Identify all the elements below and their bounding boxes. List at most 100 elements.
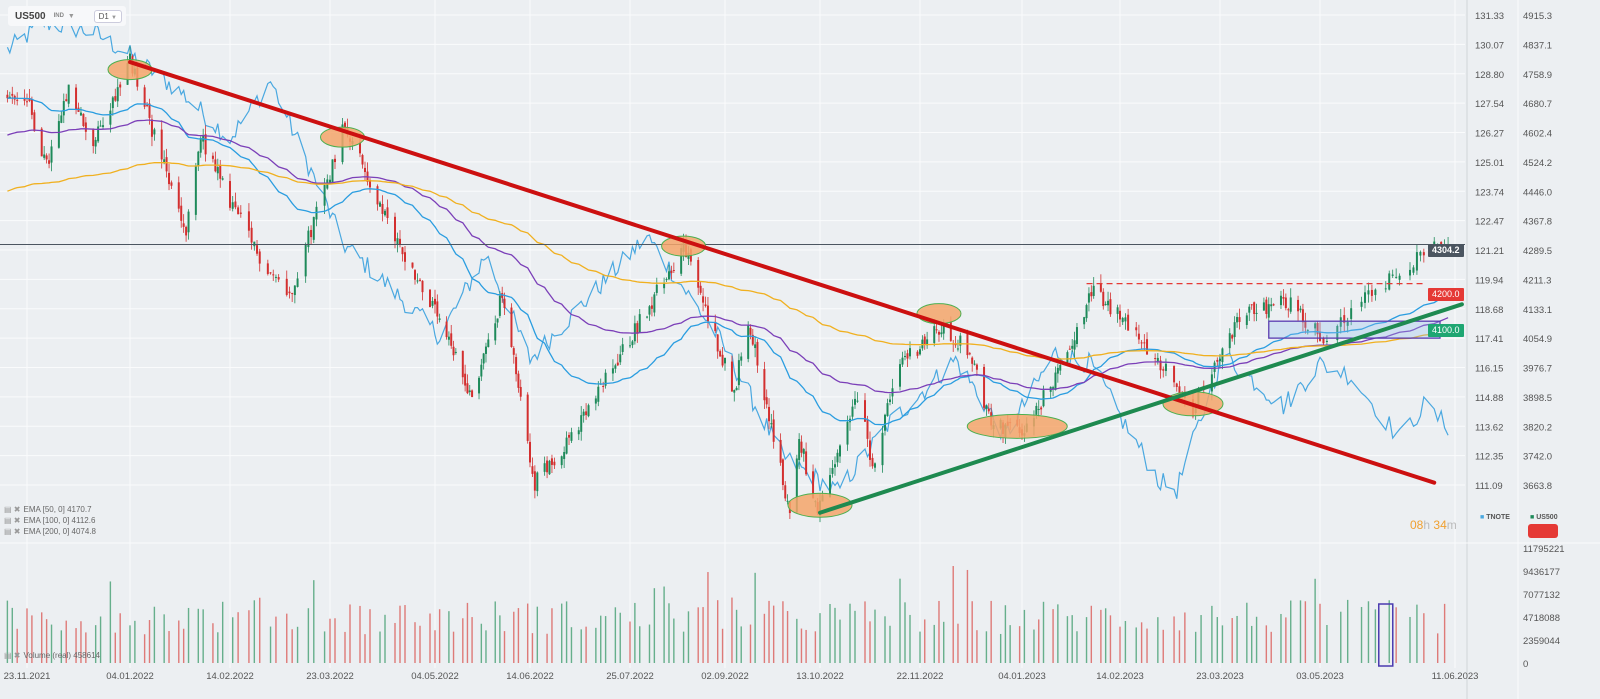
volume-bar xyxy=(796,618,798,663)
settings-icon[interactable]: ▤ ✖ xyxy=(4,505,21,514)
candle-body xyxy=(1350,308,1353,319)
ema200-legend[interactable]: ▤ ✖ EMA [200, 0] 4074.8 xyxy=(4,527,96,536)
candle-body xyxy=(381,203,384,214)
candle-body xyxy=(277,277,280,280)
volume-bar xyxy=(763,613,766,663)
candle-body xyxy=(498,295,501,316)
volume-bar xyxy=(1255,616,1258,663)
us500-axis-tick: 3663.8 xyxy=(1523,481,1552,492)
candle-body xyxy=(831,468,834,474)
candle-body xyxy=(434,298,436,305)
candle-body xyxy=(697,260,700,288)
volume-bar xyxy=(434,630,436,663)
settings-icon[interactable]: ▤ ✖ xyxy=(4,527,21,536)
symbol-selector[interactable]: US500 IND ▼ D1 ▼ xyxy=(8,6,126,26)
candle-body xyxy=(751,334,754,345)
candle-body xyxy=(461,350,464,378)
volume-bar xyxy=(404,605,406,663)
candle-body xyxy=(1343,315,1346,324)
volume-bar xyxy=(517,608,520,663)
candle-body xyxy=(1162,369,1165,371)
candle-body xyxy=(531,466,534,474)
candle-body xyxy=(1121,317,1124,323)
volume-bar xyxy=(1109,615,1112,663)
volume-bar xyxy=(1140,622,1143,663)
candle-body xyxy=(33,112,36,132)
tnote-swatch-icon: ■ xyxy=(1480,514,1485,521)
date-axis-tick: 14.02.2022 xyxy=(206,671,254,682)
timeframe-select[interactable]: D1 ▼ xyxy=(93,9,122,23)
candle-body xyxy=(1282,297,1285,299)
timer-minutes: 34 xyxy=(1433,518,1447,532)
candle-body xyxy=(1213,362,1216,372)
settings-icon[interactable]: ▤ ✖ xyxy=(4,651,21,660)
candle-body xyxy=(40,128,43,157)
candle-body xyxy=(854,398,856,405)
volume-bar xyxy=(735,609,738,663)
candle-body xyxy=(1119,310,1121,320)
tnote-axis-tick: 111.09 xyxy=(1475,481,1503,492)
candle-body xyxy=(153,129,156,135)
volume-bar xyxy=(1395,607,1397,663)
tnote-axis-tick: 113.62 xyxy=(1475,422,1503,433)
candle-body xyxy=(548,460,551,475)
candle-body xyxy=(234,201,237,208)
candle-body xyxy=(16,99,19,101)
candle-body xyxy=(985,405,988,409)
support-badge[interactable]: 4100.0 xyxy=(1428,324,1464,337)
volume-bar xyxy=(864,601,866,663)
tnote-axis-tick: 121.21 xyxy=(1475,246,1504,257)
volume-bar xyxy=(707,572,709,663)
candle-body xyxy=(315,206,318,220)
candle-body xyxy=(866,419,869,439)
symbol-type: IND xyxy=(53,13,64,19)
candle-body xyxy=(836,452,839,463)
volume-bar xyxy=(1023,609,1026,663)
candle-body xyxy=(987,408,990,412)
candle-body xyxy=(1255,312,1258,314)
candle-body xyxy=(1040,407,1043,410)
us500-label: US500 xyxy=(1536,514,1558,521)
us500-axis-tick: 4054.9 xyxy=(1523,334,1552,345)
candle-body xyxy=(94,139,97,147)
candles xyxy=(6,46,1450,523)
tnote-line xyxy=(6,16,1449,499)
volume-bar xyxy=(814,631,817,663)
candle-body xyxy=(28,98,31,102)
candle-body xyxy=(1035,405,1038,415)
volume-bar xyxy=(1184,612,1186,663)
volume-bar xyxy=(782,601,784,663)
highlight-ellipse xyxy=(966,413,1068,439)
volume-bar xyxy=(1251,625,1253,663)
candle-body xyxy=(1116,307,1119,314)
volume-bar xyxy=(1066,616,1069,663)
volume-bar xyxy=(829,604,831,663)
candle-body xyxy=(304,244,307,277)
candle-body xyxy=(869,440,871,460)
candle-body xyxy=(204,134,207,155)
volume-bar xyxy=(438,609,441,663)
volume-bar xyxy=(26,608,28,663)
chevron-down-icon[interactable]: ▼ xyxy=(67,12,75,20)
volume-bar xyxy=(296,626,299,663)
volume-legend[interactable]: ▤ ✖ Volume (real) 458614 xyxy=(4,651,100,660)
sell-button[interactable] xyxy=(1528,524,1558,538)
ema50-legend[interactable]: ▤ ✖ EMA [50, 0] 4170.7 xyxy=(4,505,92,514)
volume-bar xyxy=(134,620,136,663)
candle-body xyxy=(170,182,173,186)
volume-bar xyxy=(1173,616,1175,663)
volume-bar xyxy=(1443,603,1446,663)
settings-icon[interactable]: ▤ ✖ xyxy=(4,516,21,525)
ema100-legend[interactable]: ▤ ✖ EMA [100, 0] 4112.6 xyxy=(4,516,95,525)
candle-body xyxy=(680,248,683,274)
volume-bar xyxy=(114,632,116,663)
volume-bar xyxy=(619,612,621,663)
candle-body xyxy=(219,165,222,179)
candle-body xyxy=(447,336,450,340)
candle-body xyxy=(904,355,906,357)
resistance-badge[interactable]: 4200.0 xyxy=(1428,288,1464,301)
us500-axis-tick: 4133.1 xyxy=(1523,305,1552,316)
us500-axis-tick: 4837.1 xyxy=(1523,40,1552,51)
volume-bar xyxy=(1416,604,1418,663)
